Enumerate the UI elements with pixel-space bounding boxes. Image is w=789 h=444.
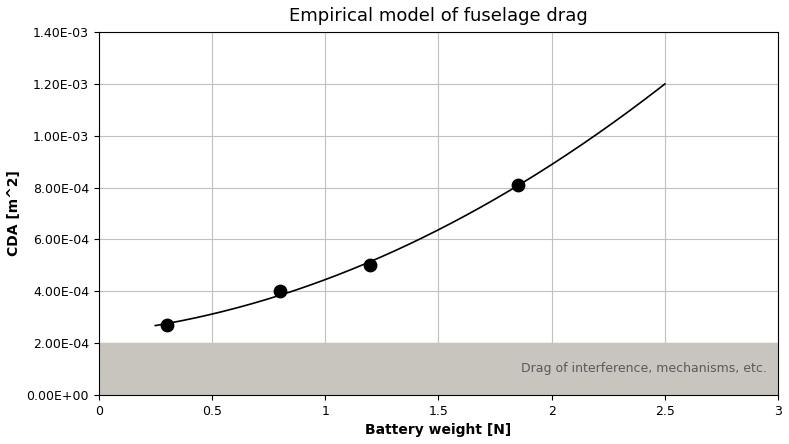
X-axis label: Battery weight [N]: Battery weight [N]	[365, 423, 511, 437]
Point	[511, 181, 524, 188]
Title: Empirical model of fuselage drag: Empirical model of fuselage drag	[289, 7, 588, 25]
Point	[160, 321, 173, 329]
Point	[365, 262, 377, 269]
Point	[274, 288, 286, 295]
Y-axis label: CDA [m^2]: CDA [m^2]	[7, 170, 21, 256]
Text: Drag of interference, mechanisms, etc.: Drag of interference, mechanisms, etc.	[521, 362, 767, 375]
